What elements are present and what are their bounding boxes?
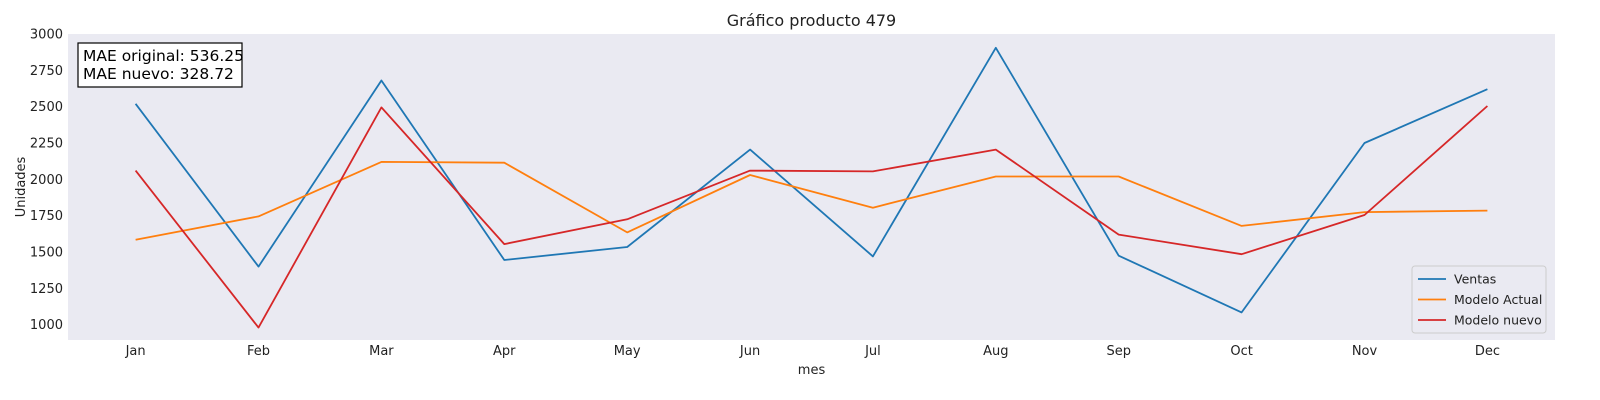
series-line-ventas — [134, 46, 1488, 314]
x-tick-label: Apr — [493, 344, 516, 359]
legend-label: Modelo Actual — [1454, 292, 1542, 307]
x-ticks: Jan Feb Mar Apr May Jun Jul Aug Sep Oct Nov Dec — [125, 344, 1500, 359]
x-tick-label: Dec — [1475, 344, 1500, 359]
x-axis-label: mes — [798, 363, 826, 378]
x-tick-label: Nov — [1352, 344, 1378, 359]
series-lines — [134, 46, 1488, 329]
plot-area — [68, 34, 1555, 340]
y-tick-label: 1250 — [30, 282, 63, 297]
series-line-modelo-actual — [135, 160, 1488, 241]
y-tick-label: 1750 — [30, 209, 63, 224]
y-tick-label: 1500 — [30, 246, 63, 261]
series-line-modelo-nuevo — [134, 105, 1488, 329]
x-tick-label: Jul — [864, 344, 881, 359]
x-tick-label: Aug — [983, 344, 1008, 359]
y-tick-label: 2250 — [30, 137, 63, 152]
y-tick-label: 2500 — [30, 100, 63, 115]
x-tick-label: May — [614, 344, 641, 359]
legend-label: Modelo nuevo — [1454, 313, 1542, 328]
x-tick-label: Feb — [247, 344, 270, 359]
legend-box — [1411, 265, 1547, 334]
y-tick-label: 3000 — [30, 28, 63, 43]
mae-original-text: MAE original: 536.25 — [83, 47, 244, 65]
mae-box-border — [77, 42, 243, 88]
y-axis-label: Unidades — [14, 156, 29, 217]
mae-new-text: MAE nuevo: 328.72 — [83, 65, 234, 83]
y-ticks: 1000 1250 1500 1750 2000 2250 2500 2750 3000 — [30, 28, 63, 334]
legend-label: Ventas — [1454, 272, 1496, 287]
x-tick-label: Jan — [125, 344, 146, 359]
mae-annotation: MAE original: 536.25 MAE nuevo: 328.72 — [77, 42, 244, 88]
x-tick-label: Mar — [369, 344, 394, 359]
y-tick-label: 2000 — [30, 173, 63, 188]
legend: Ventas Modelo Actual Modelo nuevo — [1411, 265, 1547, 334]
chart-title: Gráfico producto 479 — [727, 11, 896, 30]
x-tick-label: Jun — [739, 344, 760, 359]
x-tick-label: Sep — [1106, 344, 1131, 359]
y-tick-label: 1000 — [30, 318, 63, 333]
y-tick-label: 2750 — [30, 64, 63, 79]
x-tick-label: Oct — [1230, 344, 1252, 359]
